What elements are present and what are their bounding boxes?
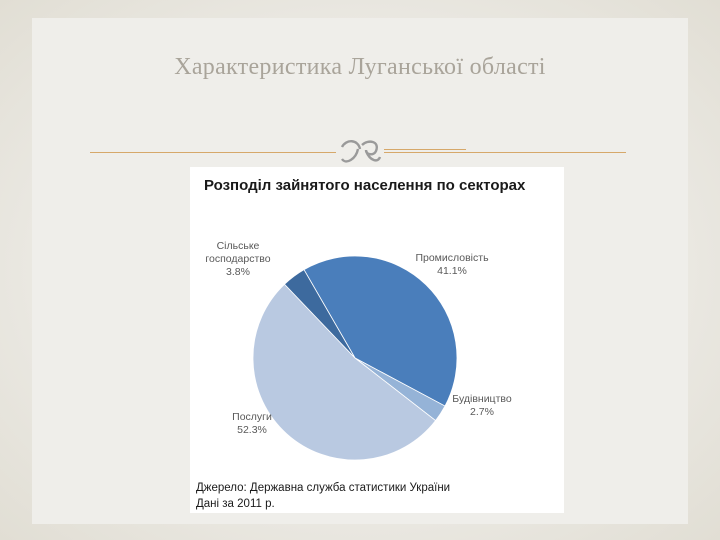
slide-title: Характеристика Луганської області (174, 54, 546, 80)
pie-value-label: 3.8% (226, 266, 250, 278)
pie-category-label: Послуги (232, 411, 272, 423)
pie-value-label: 41.1% (437, 265, 467, 277)
chart-source: Джерело: Державна служба статистики Укра… (196, 480, 556, 512)
pie-category-label: Сільське (217, 240, 260, 252)
pie-value-label: 2.7% (470, 406, 494, 418)
pie-slice (303, 255, 458, 407)
pie-value-label: 52.3% (237, 424, 267, 436)
left-divider (90, 152, 336, 153)
right-divider-accent (384, 149, 466, 150)
pie-category-label: Промисловість (415, 252, 489, 264)
chart-figure: Розподіл зайнятого населення по секторах… (190, 167, 564, 513)
pie-category-label: господарство (205, 253, 270, 265)
chart-title: Розподіл зайнятого населення по секторах (204, 177, 526, 194)
chart-source-line: Дані за 2011 р. (196, 498, 275, 510)
pie-slice (283, 269, 356, 359)
chart-source-line: Джерело: Державна служба статистики Укра… (196, 482, 451, 494)
pie-slice (252, 283, 437, 461)
right-divider (384, 152, 626, 153)
pie-category-label: Будівництво (452, 393, 512, 405)
scroll-ornament-icon (340, 140, 382, 163)
